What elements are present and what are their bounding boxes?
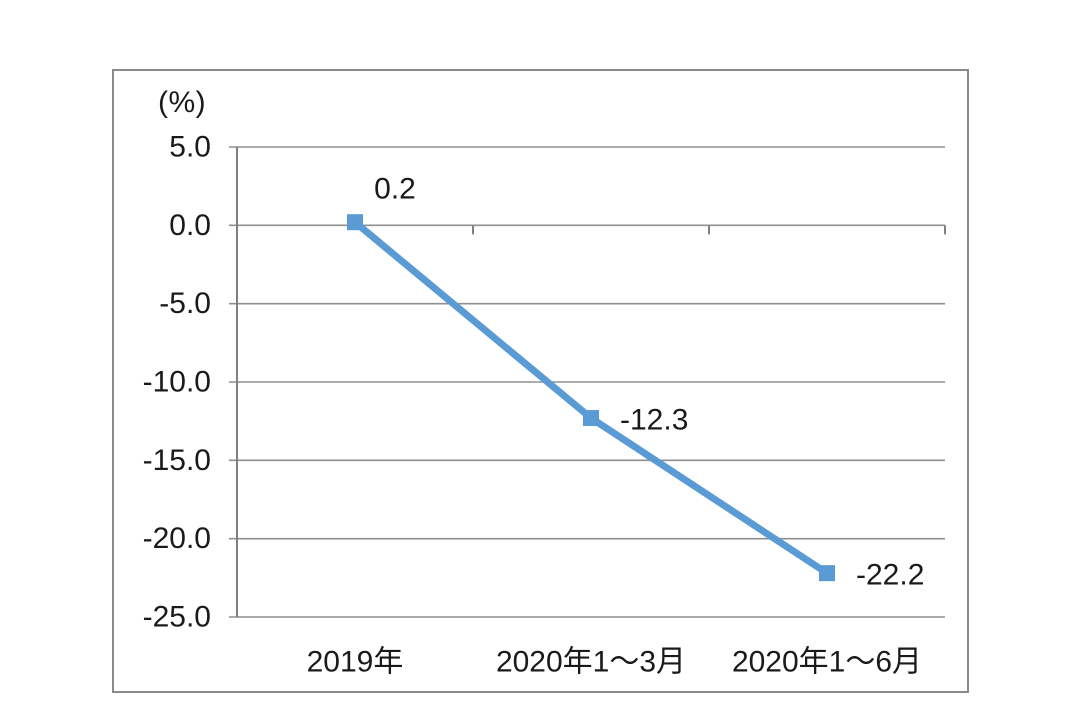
x-category-label: 2020年1～6月 [732,646,922,679]
y-tick-label: 0.0 [169,209,211,242]
y-tick-label: -10.0 [143,366,211,399]
y-tick-label: 5.0 [169,131,211,164]
y-tick-label: -15.0 [143,444,211,477]
x-category-label: 2019年 [307,646,404,679]
y-tick-label: -5.0 [159,287,211,320]
y-axis-unit-label: (%) [158,86,207,119]
data-label: 0.2 [374,173,416,206]
data-point-marker [347,214,363,231]
data-point-marker [583,410,599,427]
y-tick-label: -20.0 [143,522,211,555]
x-category-label: 2020年1～3月 [496,646,686,679]
data-point-marker [819,565,835,582]
data-label: -22.2 [856,559,924,592]
y-tick-label: -25.0 [143,601,211,634]
data-label: -12.3 [620,404,688,437]
chart-frame-border [112,69,969,693]
